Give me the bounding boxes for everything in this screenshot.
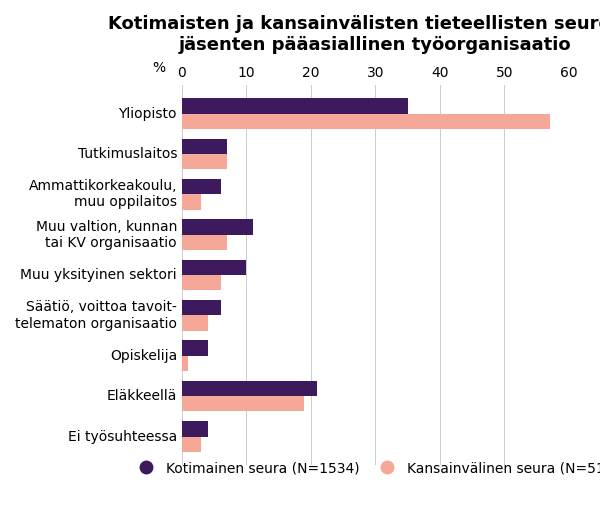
Bar xyxy=(182,396,304,412)
Bar xyxy=(182,421,208,436)
Bar xyxy=(182,139,227,154)
Bar xyxy=(182,300,221,315)
Bar xyxy=(182,356,188,371)
Bar xyxy=(182,341,208,356)
Bar xyxy=(182,194,201,209)
Bar xyxy=(182,114,550,129)
Text: %: % xyxy=(153,61,166,75)
Bar xyxy=(182,315,208,331)
Bar xyxy=(182,275,221,290)
Legend: Kotimainen seura (N=1534), Kansainvälinen seura (N=517): Kotimainen seura (N=1534), Kansainväline… xyxy=(127,455,600,480)
Bar xyxy=(182,154,227,169)
Bar xyxy=(182,220,253,235)
Bar xyxy=(182,179,221,194)
Bar xyxy=(182,235,227,250)
Title: Kotimaisten ja kansainvälisten tieteellisten seurojen
jäsenten pääasiallinen työ: Kotimaisten ja kansainvälisten tieteelli… xyxy=(109,15,600,54)
Bar xyxy=(182,260,247,275)
Bar xyxy=(182,98,407,114)
Bar xyxy=(182,381,317,396)
Bar xyxy=(182,436,201,452)
